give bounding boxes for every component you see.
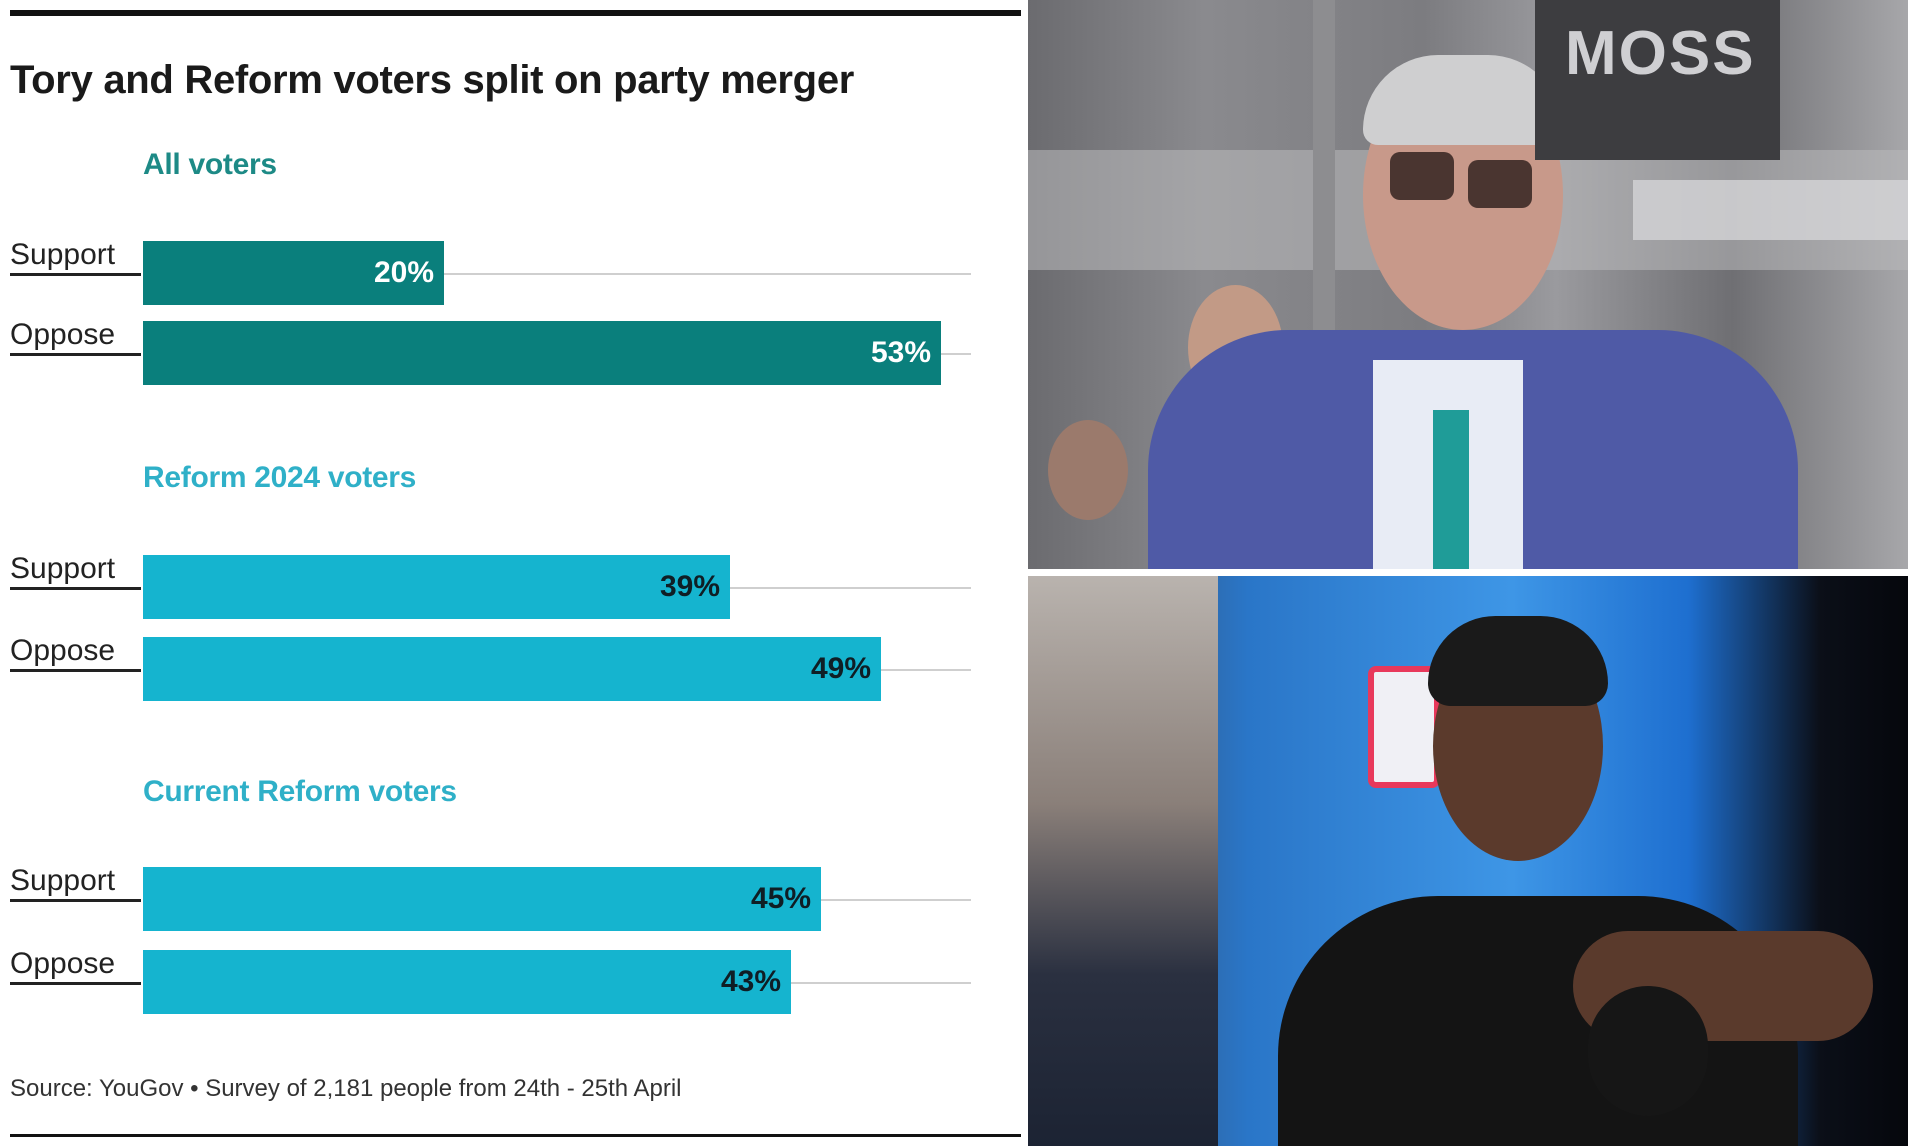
gridline: [143, 273, 971, 275]
row-label-oppose: Oppose: [10, 947, 141, 985]
bar-current-reform-support: 45%: [143, 867, 821, 931]
bar-current-reform-oppose: 43%: [143, 950, 791, 1014]
store-sign: [1535, 0, 1780, 160]
bar-value: 20%: [373, 256, 434, 289]
row-label-support: Support: [10, 552, 141, 590]
top-rule: [10, 10, 1021, 16]
photo-man-in-sunglasses: [1028, 0, 1908, 569]
bar-all-voters-support: 20%: [143, 241, 444, 305]
row-label-support: Support: [10, 864, 141, 902]
row-label-oppose: Oppose: [10, 634, 141, 672]
chart-title: Tory and Reform voters split on party me…: [10, 58, 855, 102]
bar-value: 39%: [659, 570, 720, 603]
bar-reform-2024-support: 39%: [143, 555, 730, 619]
bar-value: 45%: [750, 882, 811, 915]
row-label-support: Support: [10, 238, 141, 276]
bar-value: 49%: [810, 652, 871, 685]
row-label-oppose: Oppose: [10, 318, 141, 356]
bar-reform-2024-oppose: 49%: [143, 637, 881, 701]
photo-woman-in-studio: [1028, 576, 1908, 1146]
bar-value: 53%: [870, 336, 931, 369]
bar-all-voters-oppose: 53%: [143, 321, 941, 385]
store-sign-text: MOSS: [1565, 19, 1756, 88]
bar-value: 43%: [720, 965, 781, 998]
source-note: Source: YouGov • Survey of 2,181 people …: [10, 1075, 682, 1102]
bottom-rule: [10, 1134, 1021, 1137]
section-title-all-voters: All voters: [143, 148, 277, 181]
section-title-current-reform: Current Reform voters: [143, 775, 457, 808]
section-title-reform-2024: Reform 2024 voters: [143, 461, 417, 494]
chart-panel: Tory and Reform voters split on party me…: [10, 10, 1021, 1137]
